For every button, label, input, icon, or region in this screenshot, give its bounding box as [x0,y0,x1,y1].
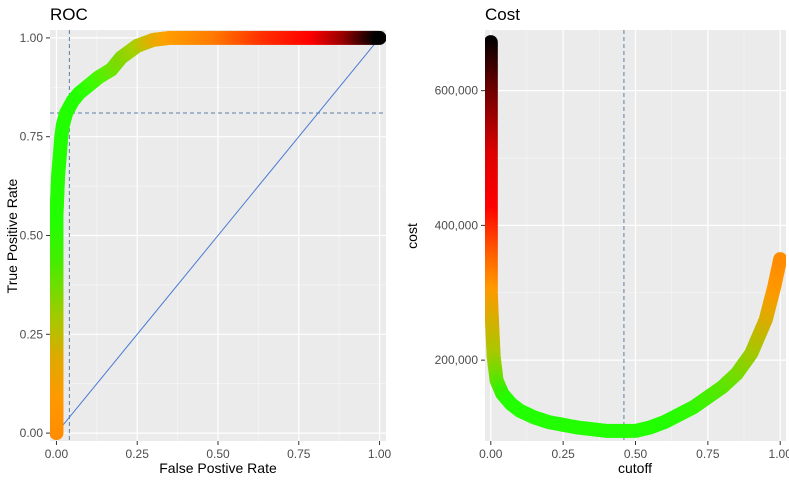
cost-points [485,35,786,438]
cost-tick-labels: 0.00 0.25 0.50 0.75 1.00 200,000 400,000 600,00… [435,84,789,461]
x-tick-label: 0.00 [45,447,69,461]
roc-x-axis-label: False Postive Rate [159,460,277,476]
x-tick-label: 0.25 [551,447,575,461]
cost-panel: Cost 0.00 0.25 0.50 0.75 1.00 200,000 400,000 6… [404,5,789,476]
cost-title: Cost [485,5,520,24]
x-tick-label: 0.50 [206,447,230,461]
data-point [773,252,786,267]
roc-reference-lines [50,30,386,441]
y-tick-label: 600,000 [435,84,479,98]
y-tick-label: 0.75 [20,130,44,144]
y-tick-label: 0.00 [20,426,44,440]
x-tick-label: 1.00 [368,447,392,461]
cost-x-axis-label: cutoff [618,460,652,476]
y-tick-label: 200,000 [435,353,479,367]
roc-title: ROC [50,5,88,24]
roc-panel: ROC 0.00 0.25 0.50 0.75 1.00 0.00 0.25 0.50 0.75… [4,5,392,476]
roc-points [50,30,386,441]
x-tick-label: 0.00 [479,447,503,461]
x-tick-label: 0.75 [287,447,311,461]
y-tick-label: 0.50 [20,229,44,243]
x-tick-label: 0.25 [126,447,150,461]
x-tick-label: 1.00 [769,447,789,461]
x-tick-label: 0.50 [624,447,648,461]
y-tick-label: 400,000 [435,218,479,232]
y-tick-label: 0.25 [20,327,44,341]
roc-tick-labels: 0.00 0.25 0.50 0.75 1.00 0.00 0.25 0.50 0.75 1.00 [20,31,392,461]
y-tick-label: 1.00 [20,31,44,45]
roc-y-axis-label: True Positive Rate [4,178,20,293]
cost-y-axis-label: cost [404,223,420,249]
diagonal-reference-line [56,37,380,434]
data-point [372,30,386,45]
x-tick-label: 0.75 [696,447,720,461]
